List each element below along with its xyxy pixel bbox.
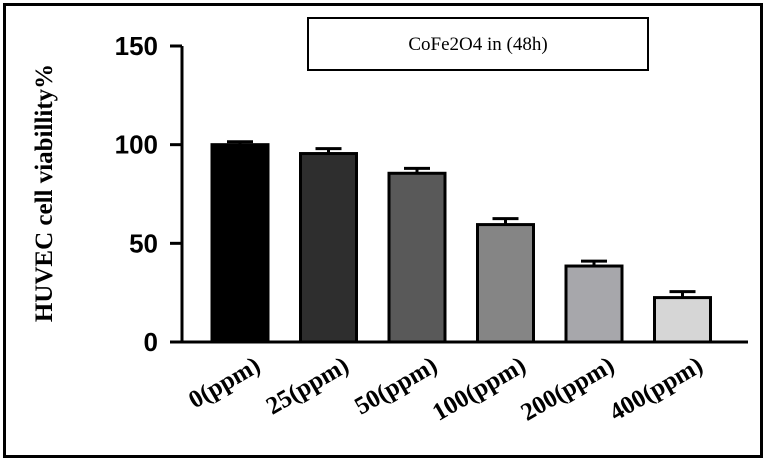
bar-200(ppm): [564, 264, 624, 344]
x-tick-label-400(ppm): 400(ppm): [605, 352, 708, 427]
y-tick-label: 100: [115, 130, 158, 160]
x-tick-label-25(ppm): 25(ppm): [262, 352, 354, 421]
x-tick-labels: 0(ppm)25(ppm)50(ppm)100(ppm)200(ppm)400(…: [184, 352, 707, 427]
y-tick-label: 50: [129, 228, 158, 258]
y-axis-label: HUVEC cell viabillity%: [31, 64, 58, 322]
chart-frame: [3, 3, 763, 458]
bar-100(ppm): [476, 223, 535, 344]
x-tick-label-100(ppm): 100(ppm): [428, 352, 531, 427]
bars: [210, 140, 712, 344]
x-tick-label-200(ppm): 200(ppm): [516, 352, 619, 427]
y-tick-label: 150: [115, 31, 158, 61]
y-tick-label: 0: [144, 327, 158, 357]
bar-400(ppm): [653, 296, 712, 344]
axes: 0 50 100 150: [115, 31, 748, 357]
title-box: [307, 17, 649, 71]
chart-title: CoFe2O4 in (48h): [408, 34, 547, 55]
x-tick-label-0(ppm): 0(ppm): [184, 352, 265, 414]
bar-50(ppm): [387, 171, 447, 344]
bar-0(ppm): [210, 143, 270, 344]
x-tick-label-50(ppm): 50(ppm): [350, 352, 442, 421]
bar-25(ppm): [299, 152, 358, 344]
